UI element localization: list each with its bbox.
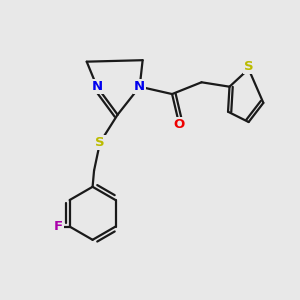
Text: S: S [95, 136, 105, 149]
Text: F: F [54, 220, 63, 233]
Text: S: S [244, 60, 254, 73]
Text: N: N [134, 80, 145, 93]
Text: N: N [92, 80, 103, 93]
Text: O: O [174, 118, 185, 131]
